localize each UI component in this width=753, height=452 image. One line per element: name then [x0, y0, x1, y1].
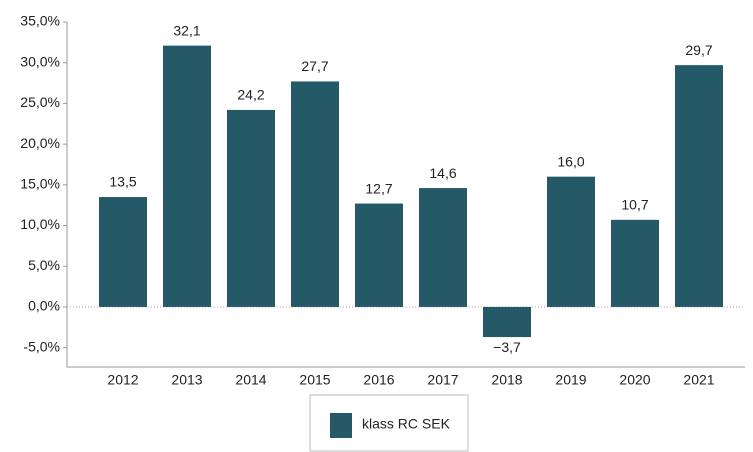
data-label: 32,1: [173, 22, 200, 38]
x-tick-label: 2013: [171, 372, 202, 388]
data-label: 10,7: [621, 197, 648, 213]
data-label: 13,5: [109, 174, 136, 190]
data-label: 24,2: [237, 87, 264, 103]
y-tick-label: 15,0%: [20, 176, 60, 192]
data-label: 16,0: [557, 153, 584, 169]
x-tick-label: 2014: [235, 372, 266, 388]
bar: [355, 203, 403, 307]
y-tick-label: 30,0%: [20, 53, 60, 69]
data-label: 27,7: [301, 58, 328, 74]
bar: [419, 188, 467, 307]
legend-swatch: [330, 413, 352, 438]
bar: [547, 176, 595, 307]
data-label: 12,7: [365, 180, 392, 196]
x-tick-label: 2016: [363, 372, 394, 388]
bar: [611, 219, 659, 307]
bar: [227, 109, 275, 307]
x-tick-label: 2019: [555, 372, 586, 388]
bar: [99, 197, 147, 307]
x-tick-label: 2021: [683, 372, 714, 388]
data-label: −3,7: [493, 339, 521, 355]
y-tick-label: 25,0%: [20, 94, 60, 110]
bar: [483, 306, 531, 338]
y-tick-label: 35,0%: [20, 13, 60, 29]
y-tick-label: 20,0%: [20, 135, 60, 151]
data-label: 29,7: [685, 42, 712, 58]
y-tick-label: 5,0%: [28, 257, 60, 273]
y-tick-label: 10,0%: [20, 216, 60, 232]
x-tick-label: 2017: [427, 372, 458, 388]
legend-label: klass RC SEK: [362, 416, 451, 432]
x-tick-label: 2012: [107, 372, 138, 388]
x-tick-label: 2020: [619, 372, 650, 388]
y-tick-label: -5,0%: [23, 338, 60, 354]
x-tick-label: 2018: [491, 372, 522, 388]
data-label: 14,6: [429, 165, 456, 181]
y-tick-label: 0,0%: [28, 298, 60, 314]
bar: [163, 45, 211, 307]
bar: [291, 81, 339, 307]
bar: [675, 65, 723, 307]
x-tick-label: 2015: [299, 372, 330, 388]
